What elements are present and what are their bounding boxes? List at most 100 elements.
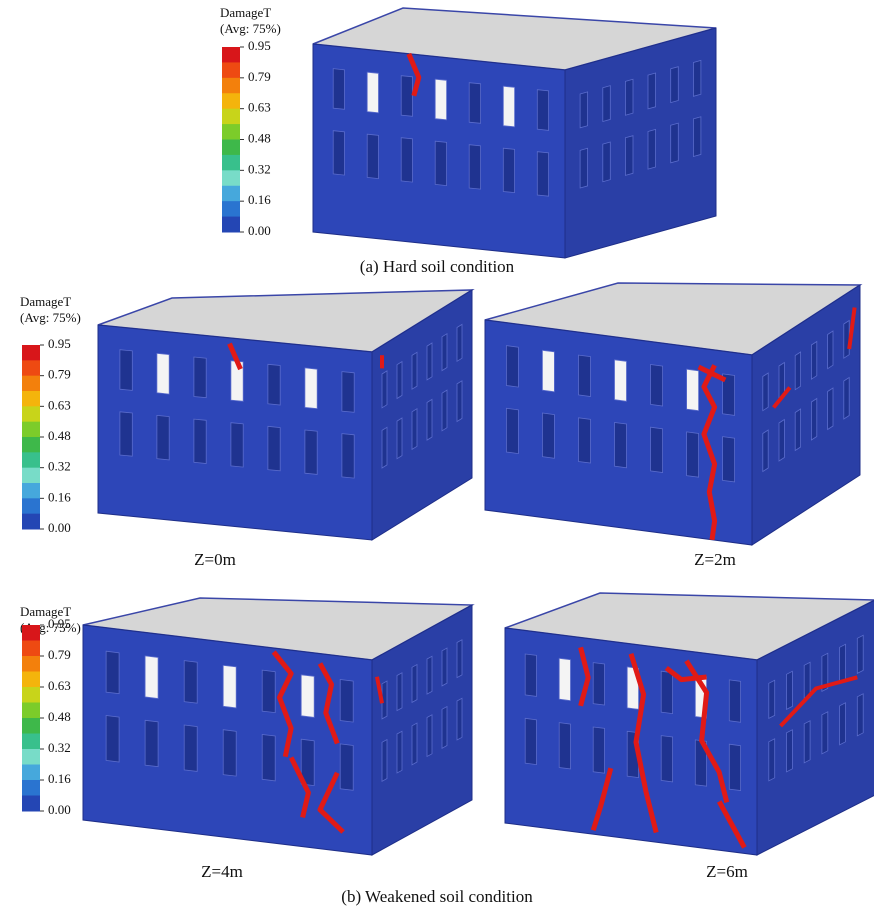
window — [120, 350, 132, 391]
legend: DamageT(Avg: 75%)0.950.790.630.480.320.1… — [20, 604, 81, 817]
window — [305, 430, 317, 474]
window — [305, 368, 317, 409]
window — [340, 680, 353, 723]
legend-swatch — [22, 641, 40, 657]
window — [342, 434, 354, 479]
window — [157, 415, 169, 460]
legend-subtitle: (Avg: 75%) — [220, 21, 281, 36]
window — [559, 723, 570, 769]
window — [145, 656, 158, 699]
legend-swatch — [22, 360, 40, 376]
window — [412, 409, 417, 450]
window — [506, 346, 518, 388]
window — [145, 720, 158, 766]
window — [729, 680, 740, 722]
window — [382, 740, 387, 782]
legend-swatch — [222, 217, 240, 233]
window — [603, 142, 611, 182]
building — [83, 598, 472, 855]
building — [313, 8, 716, 258]
legend-label: 0.95 — [248, 38, 271, 53]
legend-swatch — [22, 672, 40, 688]
view-label: Z=6m — [706, 862, 748, 881]
window — [857, 635, 863, 673]
legend-swatch — [22, 468, 40, 484]
window — [427, 343, 432, 380]
legend-label: 0.16 — [48, 771, 71, 786]
window — [579, 418, 591, 463]
legend-label: 0.00 — [48, 802, 71, 817]
window — [333, 131, 344, 175]
legend-swatch — [22, 625, 40, 641]
window — [367, 72, 378, 113]
legend-swatch — [222, 140, 240, 156]
legend-swatch — [22, 437, 40, 453]
window — [661, 736, 672, 782]
window — [397, 673, 402, 711]
window — [537, 152, 548, 197]
legend-swatch — [22, 656, 40, 672]
legend-title: DamageT — [220, 5, 271, 20]
window — [442, 648, 447, 686]
legend-label: 0.63 — [48, 678, 71, 693]
caption: (b) Weakened soil condition — [341, 887, 533, 906]
window — [811, 342, 816, 380]
window — [469, 83, 480, 124]
window — [615, 423, 627, 468]
window — [262, 735, 275, 781]
legend-label: 0.79 — [248, 69, 271, 84]
legend-swatch — [222, 78, 240, 94]
legend-swatch — [222, 170, 240, 186]
building — [505, 593, 874, 855]
legend-swatch — [22, 687, 40, 703]
window — [412, 352, 417, 389]
window — [106, 716, 119, 763]
window — [811, 399, 816, 441]
building — [485, 283, 860, 545]
window — [687, 369, 699, 411]
window — [844, 378, 849, 420]
legend-swatch — [22, 452, 40, 468]
legend-label: 0.48 — [48, 428, 71, 443]
legend-swatch — [22, 391, 40, 407]
window — [194, 419, 206, 463]
legend-swatch — [222, 93, 240, 109]
window — [469, 145, 480, 189]
legend-label: 0.63 — [48, 397, 71, 412]
legend-swatch — [22, 734, 40, 750]
legend-swatch — [22, 749, 40, 765]
legend-label: 0.79 — [48, 647, 71, 662]
window — [120, 412, 132, 456]
legend-label: 0.00 — [48, 520, 71, 535]
building — [98, 290, 472, 540]
legend-swatch — [22, 718, 40, 734]
window — [382, 371, 387, 408]
window — [651, 365, 663, 407]
window — [615, 360, 627, 402]
legend-swatch — [222, 47, 240, 63]
legend-label: 0.16 — [48, 489, 71, 504]
window — [525, 718, 536, 764]
legend-label: 0.00 — [248, 223, 271, 238]
legend-swatch — [22, 422, 40, 438]
legend-label: 0.95 — [48, 616, 71, 631]
window — [412, 723, 417, 765]
window — [580, 148, 588, 188]
legend-label: 0.63 — [248, 100, 271, 115]
legend-swatch — [22, 498, 40, 514]
window — [367, 134, 378, 178]
figure: (a) Hard soil condition (b) Weakened soi… — [0, 0, 874, 913]
window — [427, 399, 432, 440]
legend-swatch — [22, 796, 40, 812]
legend-swatch — [22, 514, 40, 530]
legend-swatch — [222, 124, 240, 140]
window — [671, 123, 679, 163]
window — [693, 60, 701, 96]
window — [503, 86, 514, 127]
legend-swatch — [222, 155, 240, 171]
window — [840, 703, 846, 745]
page: {"legends": [ {"title": "DamageT", "subt… — [0, 0, 874, 913]
window — [779, 420, 784, 462]
window — [435, 79, 446, 120]
window — [822, 712, 828, 754]
